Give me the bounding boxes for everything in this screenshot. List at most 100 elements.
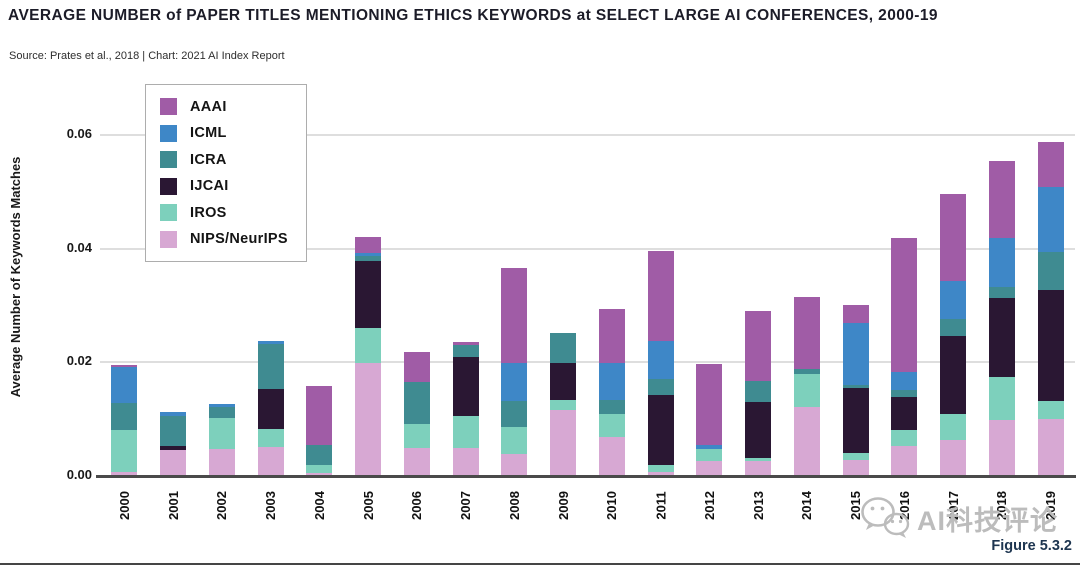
bar-segment-nips-neurips <box>696 460 723 475</box>
bar-segment-ijcai <box>257 388 284 429</box>
bar-2006 <box>403 352 430 475</box>
bar-segment-icra <box>598 400 625 414</box>
bar-segment-icra <box>306 445 333 465</box>
legend-label: IROS <box>190 204 227 221</box>
bar-segment-icml <box>940 281 967 319</box>
bar-2012 <box>696 364 723 475</box>
bar-2004 <box>306 386 333 475</box>
bar-segment-ijcai <box>452 357 479 416</box>
bar-2018 <box>988 161 1015 475</box>
bar-segment-iros <box>793 373 820 407</box>
bar-2001 <box>160 411 187 475</box>
bar-segment-aaai <box>452 342 479 345</box>
bar-segment-iros <box>355 327 382 364</box>
x-tick-label-2007: 2007 <box>458 490 474 520</box>
bar-segment-nips-neurips <box>355 363 382 475</box>
bar-segment-aaai <box>696 364 723 445</box>
bar-segment-ijcai <box>891 396 918 431</box>
x-tick-label-2014: 2014 <box>799 490 815 520</box>
bar-2016 <box>891 238 918 475</box>
wechat-icon <box>861 497 910 538</box>
bar-2000 <box>111 364 138 475</box>
x-tick-label-2003: 2003 <box>263 490 279 520</box>
bar-segment-icra <box>550 332 577 364</box>
bar-segment-iros <box>111 429 138 473</box>
bar-segment-icra <box>940 318 967 336</box>
bar-segment-aaai <box>306 386 333 446</box>
bar-segment-ijcai <box>988 297 1015 377</box>
bar-segment-nips-neurips <box>550 410 577 475</box>
bar-2008 <box>501 267 528 475</box>
y-axis-title: Average Number of Keywords Matches <box>8 156 23 398</box>
bar-segment-iros <box>745 457 772 462</box>
x-tick-label-2008: 2008 <box>506 490 522 520</box>
bar-2005 <box>355 237 382 475</box>
figure-label: Figure 5.3.2 <box>991 538 1072 554</box>
bar-2017 <box>940 194 967 475</box>
bar-segment-icml <box>696 444 723 449</box>
bar-segment-nips-neurips <box>501 453 528 475</box>
x-tick-label-2012: 2012 <box>701 490 717 520</box>
bar-segment-ijcai <box>160 446 187 450</box>
bar-segment-ijcai <box>1037 289 1064 401</box>
legend-swatch <box>160 124 177 142</box>
bar-segment-icml <box>501 363 528 401</box>
bar-segment-aaai <box>745 311 772 381</box>
legend-item-ijcai: IJCAI <box>160 177 288 195</box>
legend-swatch <box>160 177 177 195</box>
bar-segment-icml <box>842 322 869 386</box>
gridline <box>100 361 1075 364</box>
bar-segment-iros <box>891 430 918 447</box>
x-tick-label-2009: 2009 <box>555 490 571 520</box>
bar-segment-aaai <box>940 194 967 282</box>
bar-segment-aaai <box>598 308 625 364</box>
bar-segment-aaai <box>891 238 918 372</box>
gridline <box>100 134 1075 136</box>
bar-2007 <box>452 342 479 475</box>
legend-item-iros: IROS <box>160 204 288 221</box>
bar-segment-icml <box>111 367 138 403</box>
legend-item-icra: ICRA <box>160 151 288 168</box>
bar-segment-nips-neurips <box>452 447 479 475</box>
bar-segment-aaai <box>1037 142 1064 187</box>
legend-swatch <box>160 230 177 248</box>
legend-label: AAAI <box>190 98 227 115</box>
bar-segment-icml <box>647 340 674 379</box>
bottom-divider <box>0 563 1080 565</box>
bar-segment-nips-neurips <box>988 420 1015 475</box>
bar-segment-iros <box>940 413 967 441</box>
legend-swatch <box>160 204 177 221</box>
bar-segment-icml <box>355 253 382 257</box>
bar-segment-aaai <box>111 364 138 368</box>
bar-segment-nips-neurips <box>598 436 625 475</box>
bar-segment-icra <box>257 344 284 389</box>
bar-segment-nips-neurips <box>160 450 187 475</box>
bar-segment-icra <box>208 406 235 419</box>
bar-segment-aaai <box>647 250 674 341</box>
legend-swatch <box>160 151 177 168</box>
bar-segment-nips-neurips <box>842 460 869 475</box>
bar-2009 <box>550 332 577 475</box>
bar-2011 <box>647 250 674 475</box>
legend-label: IJCAI <box>190 178 229 194</box>
bar-segment-icml <box>257 341 284 345</box>
x-tick-label-2011: 2011 <box>653 490 669 520</box>
bar-segment-icml <box>988 238 1015 287</box>
bar-2015 <box>842 304 869 475</box>
bar-segment-aaai <box>403 352 430 383</box>
bar-segment-iros <box>1037 400 1064 419</box>
chart: Average Number of Keywords Matches AAAI I… <box>0 84 1080 482</box>
bar-segment-iros <box>598 413 625 437</box>
bar-segment-iros <box>257 428 284 447</box>
bar-segment-ijcai <box>940 335 967 414</box>
bar-segment-iros <box>550 400 577 411</box>
bar-segment-ijcai <box>647 394 674 465</box>
x-tick-label-2004: 2004 <box>311 490 327 520</box>
bar-segment-icml <box>208 404 235 407</box>
bar-segment-icra <box>111 402 138 430</box>
bar-segment-icra <box>452 344 479 358</box>
bar-segment-aaai <box>842 304 869 323</box>
bar-segment-icra <box>403 382 430 425</box>
legend-item-nips-neurips: NIPS/NeurIPS <box>160 230 288 248</box>
y-tick-label: 0.04 <box>66 239 92 255</box>
